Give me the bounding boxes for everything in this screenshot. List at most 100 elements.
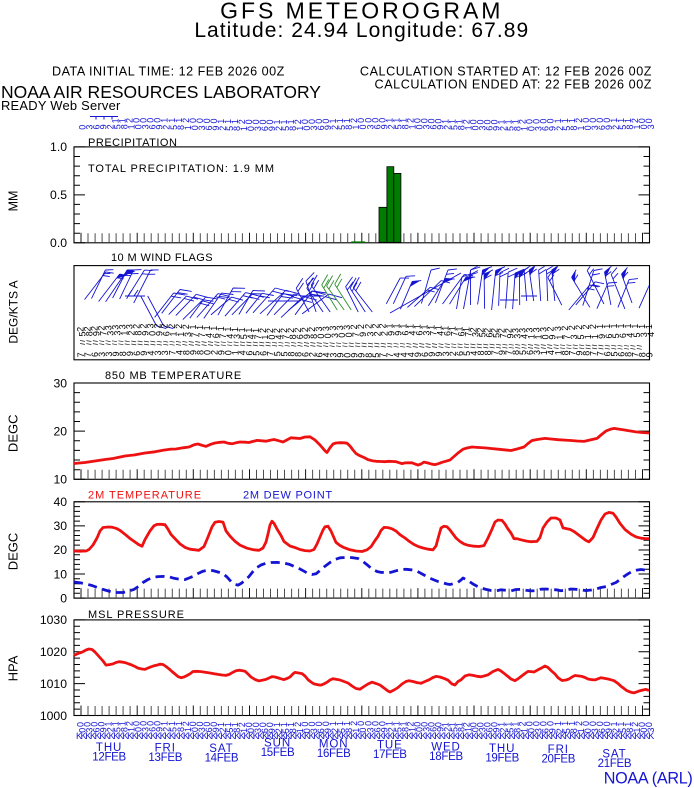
svg-text:4: 4 [406, 352, 416, 357]
svg-text:3: 3 [232, 334, 242, 339]
svg-text:2: 2 [560, 326, 570, 331]
svg-text:14FEB: 14FEB [205, 753, 239, 765]
svg-text:1: 1 [120, 331, 130, 336]
svg-text:1: 1 [279, 119, 289, 124]
svg-text:0: 0 [588, 118, 598, 123]
svg-text:1: 1 [174, 721, 184, 726]
svg-text:8: 8 [344, 125, 354, 130]
svg-text:3: 3 [106, 331, 116, 336]
svg-text:850 MB TEMPERATURE: 850 MB TEMPERATURE [105, 370, 242, 382]
svg-text:0: 0 [134, 727, 144, 732]
svg-text:1: 1 [127, 124, 137, 129]
svg-text:9: 9 [139, 351, 149, 356]
svg-text:1: 1 [223, 327, 233, 332]
svg-text:1: 1 [433, 325, 443, 330]
svg-text:1: 1 [160, 118, 170, 123]
svg-text:4: 4 [174, 350, 184, 355]
svg-text:0: 0 [363, 118, 373, 123]
svg-text:1: 1 [440, 119, 450, 124]
svg-text:1: 1 [555, 335, 565, 340]
svg-text:0: 0 [476, 722, 486, 727]
svg-text:7: 7 [630, 352, 640, 357]
svg-text:5: 5 [280, 351, 290, 356]
svg-text:1: 1 [553, 721, 563, 726]
svg-text:6: 6 [485, 126, 495, 131]
svg-text:7: 7 [428, 331, 438, 336]
svg-text:20: 20 [53, 543, 67, 557]
svg-text:6: 6 [315, 352, 325, 357]
svg-text:0: 0 [539, 721, 549, 726]
svg-text:8: 8 [287, 352, 297, 357]
svg-text:0.0: 0.0 [50, 236, 67, 250]
svg-text:6: 6 [597, 728, 607, 733]
svg-text:0: 0 [195, 118, 205, 123]
svg-text:9: 9 [323, 125, 333, 130]
svg-text:1: 1 [342, 721, 352, 726]
svg-text:2: 2 [372, 331, 382, 336]
svg-text:2: 2 [377, 324, 387, 329]
svg-text:1: 1 [553, 350, 563, 355]
svg-text:9: 9 [386, 331, 396, 336]
svg-text:8: 8 [457, 125, 467, 130]
svg-text:0: 0 [469, 722, 479, 727]
svg-text:2: 2 [308, 352, 318, 357]
svg-text:THU: THU [96, 742, 122, 754]
svg-text:2: 2 [611, 125, 621, 130]
svg-text:2: 2 [258, 328, 268, 333]
svg-text:0: 0 [321, 721, 331, 726]
svg-text:8: 8 [511, 350, 521, 355]
svg-text:HPA: HPA [5, 655, 20, 681]
svg-text:10 M WIND FLAGS: 10 M WIND FLAGS [111, 252, 213, 264]
svg-text:0: 0 [639, 728, 649, 733]
svg-text:3: 3 [471, 332, 481, 337]
svg-text:6: 6 [372, 727, 382, 732]
svg-text:1: 1 [534, 334, 544, 339]
svg-text:1: 1 [623, 118, 633, 123]
svg-text:0: 0 [244, 119, 254, 124]
svg-text:1: 1 [223, 119, 233, 124]
svg-text:3: 3 [365, 728, 375, 733]
svg-text:2: 2 [90, 326, 100, 331]
svg-text:1: 1 [195, 325, 205, 330]
svg-text:3: 3 [329, 353, 339, 358]
svg-text:9: 9 [548, 335, 558, 340]
svg-text:19FEB: 19FEB [485, 753, 519, 765]
svg-text:8: 8 [560, 350, 570, 355]
svg-text:8: 8 [288, 334, 298, 339]
svg-text:2: 2 [349, 118, 359, 123]
svg-text:6: 6 [420, 352, 430, 357]
svg-text:1: 1 [335, 118, 345, 123]
svg-text:18FEB: 18FEB [429, 751, 463, 763]
svg-text:4: 4 [546, 350, 556, 355]
svg-text:2M TEMPERATURE: 2M TEMPERATURE [88, 489, 202, 501]
svg-text:5: 5 [609, 352, 619, 357]
svg-text:0: 0 [188, 118, 198, 123]
svg-text:3: 3 [146, 324, 156, 329]
svg-text:1: 1 [527, 334, 537, 339]
svg-text:3: 3 [478, 727, 488, 732]
svg-text:0: 0 [644, 118, 654, 123]
svg-text:8: 8 [625, 125, 635, 130]
svg-text:3: 3 [513, 334, 523, 339]
svg-text:0: 0 [433, 119, 443, 124]
svg-text:6: 6 [541, 728, 551, 733]
svg-text:3: 3 [534, 728, 544, 733]
svg-text:Latitude: 24.94 Longitude: 67: Latitude: 24.94 Longitude: 67.89 [194, 19, 529, 42]
svg-text:CALCULATION ENDED AT: 22 FEB 2: CALCULATION ENDED AT: 22 FEB 2026 00Z [375, 78, 652, 92]
svg-text:4: 4 [625, 333, 635, 338]
svg-text:CALCULATION STARTED AT: 12 FEB: CALCULATION STARTED AT: 12 FEB 2026 00Z [360, 65, 652, 79]
svg-text:2: 2 [293, 722, 303, 727]
svg-text:2: 2 [356, 324, 366, 329]
svg-text:8: 8 [232, 126, 242, 131]
svg-text:3: 3 [125, 324, 135, 329]
svg-text:1: 1 [447, 722, 457, 727]
svg-text:30: 30 [53, 519, 67, 533]
svg-text:9: 9 [99, 727, 109, 732]
svg-text:1: 1 [632, 124, 642, 129]
svg-text:1: 1 [176, 332, 186, 337]
svg-text:2: 2 [237, 722, 247, 727]
svg-text:3: 3 [590, 125, 600, 130]
svg-text:4: 4 [274, 335, 284, 340]
svg-text:1: 1 [609, 721, 619, 726]
svg-text:2: 2 [125, 721, 135, 726]
